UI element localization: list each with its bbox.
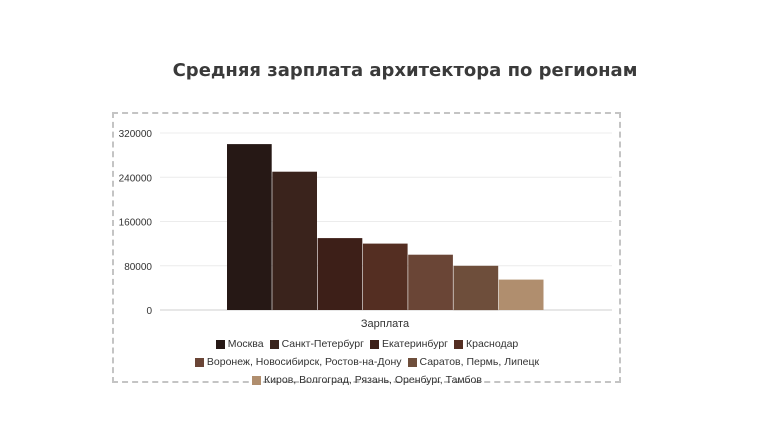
legend-item[interactable]: Екатеринбург [369,338,448,350]
legend-item[interactable]: Саратов, Пермь, Липецк [407,356,540,368]
legend-item[interactable]: Киров, Волгоград, Рязань, Оренбург, Тамб… [252,374,482,386]
legend-swatch [252,375,262,385]
legend-swatch [369,339,379,349]
y-tick-label: 320000 [119,129,153,140]
legend-item[interactable]: Воронеж, Новосибирск, Ростов-на-Дону [194,356,402,368]
bar-0[interactable] [227,144,272,310]
bar-3[interactable] [362,243,408,310]
bar-6[interactable] [498,279,544,310]
legend-label: Киров, Волгоград, Рязань, Оренбург, Тамб… [264,374,482,386]
bar-5[interactable] [453,265,499,311]
y-axis-ticks: 0 80000 160000 240000 320000 [119,129,153,317]
chart-frame [112,112,621,383]
legend-swatch [269,339,279,349]
y-tick-label: 80000 [124,262,152,273]
y-tick-label: 0 [146,306,152,317]
y-tick-label: 240000 [119,173,153,184]
chart-legend: Москва Санкт-Петербург Екатеринбург Краснод… [118,338,616,386]
legend-item[interactable]: Краснодар [454,338,518,350]
legend-label: Москва [227,338,264,350]
bar-2[interactable] [317,238,363,310]
legend-swatch [194,357,204,367]
legend-swatch [215,339,225,349]
legend-label: Санкт-Петербург [281,338,364,350]
legend-item[interactable]: Санкт-Петербург [269,338,364,350]
y-tick-label: 160000 [119,218,153,229]
legend-swatch [454,339,463,349]
legend-label: Краснодар [466,338,519,350]
bar-4[interactable] [408,254,453,310]
legend-label: Воронеж, Новосибирск, Ростов-на-Дону [206,356,402,368]
legend-item[interactable]: Москва [215,338,264,350]
bars [227,144,544,311]
x-axis-label: Зарплата [361,318,410,330]
legend-label: Саратов, Пермь, Липецк [419,356,540,368]
legend-label: Екатеринбург [381,338,448,350]
legend-swatch [407,357,417,367]
chart-title: Средняя зарплата архитектора по регионам [172,60,638,81]
bar-1[interactable] [272,171,317,310]
